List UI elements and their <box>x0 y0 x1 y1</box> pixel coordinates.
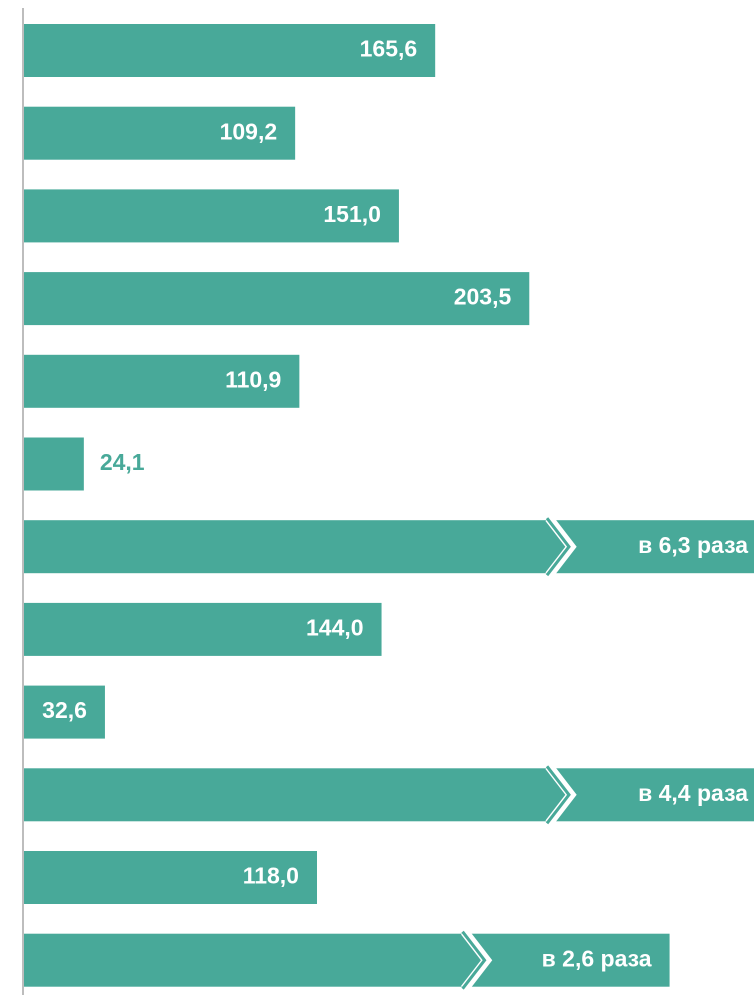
bar <box>24 520 754 574</box>
break-mark <box>545 763 577 827</box>
break-mark-line <box>461 930 487 990</box>
bar <box>24 851 317 904</box>
value-label: в 2,6 раза <box>542 945 652 971</box>
bar <box>24 354 300 408</box>
value-label: 24,1 <box>100 449 145 475</box>
break-mark <box>545 515 577 578</box>
value-label: в 6,3 раза <box>638 532 748 558</box>
bar <box>24 933 670 987</box>
bar <box>24 768 754 822</box>
bar <box>24 437 84 491</box>
value-label: 144,0 <box>306 614 364 640</box>
bar <box>24 24 436 77</box>
value-label: 165,6 <box>360 36 418 62</box>
bar <box>24 106 296 160</box>
break-mark-line <box>545 517 571 577</box>
bar <box>24 602 382 656</box>
break-mark <box>461 928 493 992</box>
break-mark-line <box>545 765 571 825</box>
bar <box>24 685 105 739</box>
bar <box>24 272 530 326</box>
bar <box>24 189 399 243</box>
value-label: 32,6 <box>42 697 87 723</box>
value-label: 151,0 <box>323 201 381 227</box>
value-label: 203,5 <box>454 284 512 310</box>
value-label: в 4,4 раза <box>638 780 748 806</box>
value-label: 110,9 <box>225 366 281 392</box>
value-label: 109,2 <box>220 118 278 144</box>
value-label: 118,0 <box>243 863 299 889</box>
